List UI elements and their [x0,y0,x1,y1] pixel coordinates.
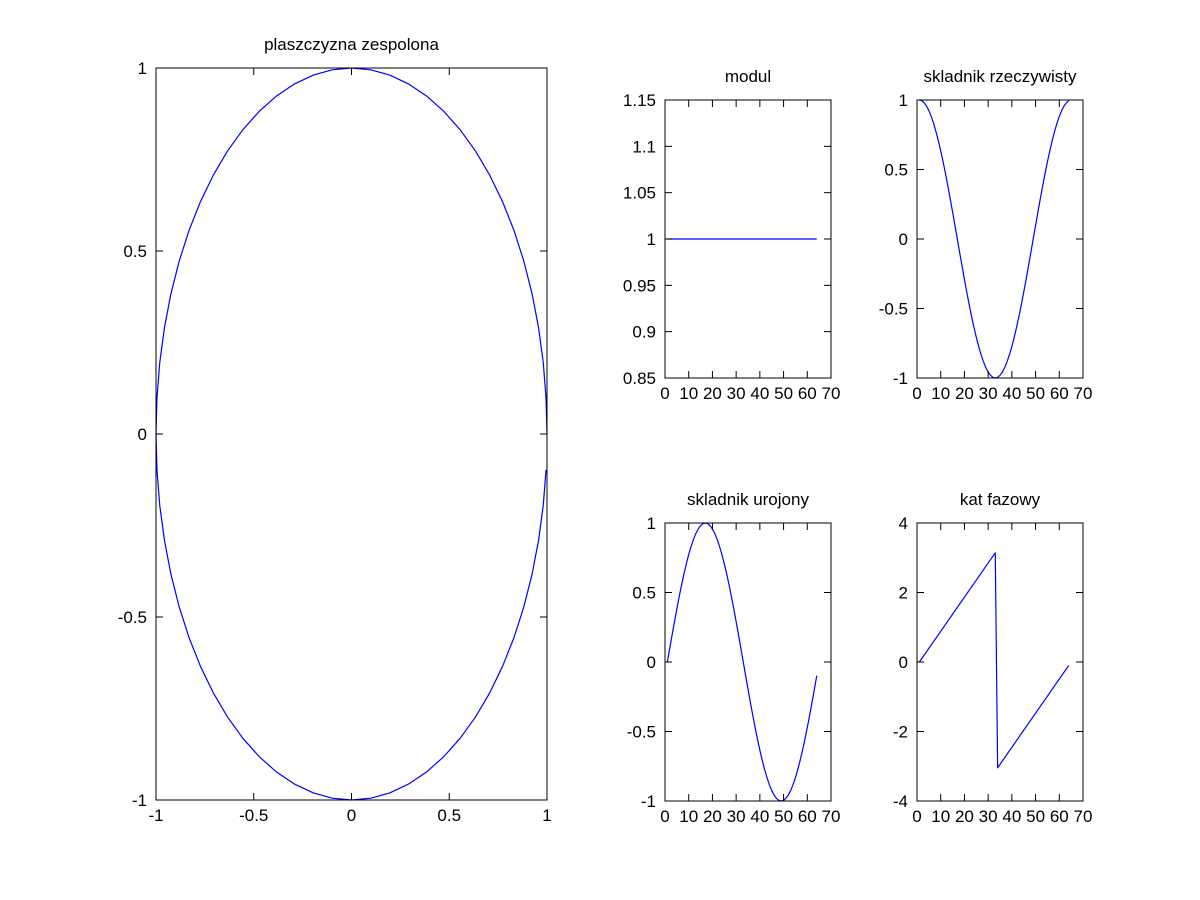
chart-title: skladnik urojony [687,490,809,509]
y-tick-label: 0.85 [623,369,656,388]
series-line-1 [918,552,1070,769]
chart-panel-2: modul 0 10 20 30 40 50 60 70 0.85 0.9 0.95 1 1.05 1.1 1… [623,67,841,403]
y-tick-label: -2 [893,723,908,742]
x-tick-label: 20 [703,384,722,403]
y-tick-label: 1 [899,91,908,110]
x-tick-label: 0 [912,384,921,403]
chart-panel-1: plaszczyzna zespolona -1 -0.5 0 0.5 1 -1 -0.5 0 0… [118,35,552,825]
series-line-1 [919,99,1070,379]
x-tick-label: 70 [822,807,841,826]
y-tick-label: -1 [132,791,147,810]
y-tick-label: 2 [899,584,908,603]
y-tick-label: 1 [138,59,147,78]
y-tick-label: -0.5 [118,608,147,627]
axes-frame [664,522,832,802]
x-tick-label: 0 [912,807,921,826]
y-tick-label: 0 [899,230,908,249]
x-tick-label: 0.5 [437,806,461,825]
chart-panel-4: skladnik urojony 0 10 20 30 40 50 60 70 -1 -0.5 0 0.… [627,490,841,826]
x-tick-label: 10 [931,384,950,403]
x-tick-label: 40 [750,384,769,403]
series-line-1 [666,522,818,802]
x-tick-label: 40 [750,807,769,826]
axes-frame [916,522,1084,802]
chart-title: skladnik rzeczywisty [923,67,1077,86]
chart-title: modul [725,67,771,86]
x-tick-label: 60 [798,807,817,826]
x-tick-label: 10 [679,807,698,826]
y-tick-label: 0.9 [632,323,656,342]
x-tick-label: 0 [347,806,356,825]
chart-title: plaszczyzna zespolona [264,35,439,54]
x-tick-label: 20 [955,384,974,403]
y-tick-label: 0.95 [623,276,656,295]
series-line-1 [155,67,548,801]
y-tick-label: -1 [893,369,908,388]
x-tick-label: 50 [774,807,793,826]
y-tick-label: -4 [893,792,908,811]
x-tick-label: 1 [542,806,551,825]
x-tick-label: 60 [798,384,817,403]
x-tick-label: 10 [931,807,950,826]
y-tick-label: -0.5 [627,723,656,742]
y-tick-label: 1.05 [623,184,656,203]
x-tick-label: 50 [1026,384,1045,403]
x-tick-label: 30 [727,807,746,826]
y-tick-label: -0.5 [879,300,908,319]
x-tick-label: 60 [1050,807,1069,826]
y-tick-label: -1 [641,792,656,811]
y-tick-label: 0.5 [123,242,147,261]
x-tick-label: 60 [1050,384,1069,403]
x-tick-label: 30 [727,384,746,403]
x-tick-label: 30 [979,384,998,403]
y-tick-label: 0 [138,425,147,444]
axes-frame [916,99,1084,379]
y-tick-label: 0 [647,653,656,672]
y-tick-label: 0.5 [632,584,656,603]
x-tick-label: 50 [774,384,793,403]
x-tick-label: 50 [1026,807,1045,826]
y-tick-label: 1.1 [632,137,656,156]
x-tick-label: 10 [679,384,698,403]
y-tick-label: 0.5 [884,161,908,180]
x-tick-label: -1 [148,806,163,825]
x-tick-label: 70 [1074,384,1093,403]
x-tick-label: 0 [660,384,669,403]
y-tick-label: 1 [647,514,656,533]
x-tick-label: 30 [979,807,998,826]
x-tick-label: 40 [1002,384,1021,403]
x-tick-label: 20 [703,807,722,826]
y-tick-label: 1.15 [623,91,656,110]
axes-frame [155,67,548,801]
y-tick-label: 1 [647,230,656,249]
x-tick-label: 0 [660,807,669,826]
chart-title: kat fazowy [960,490,1041,509]
y-tick-label: 0 [899,653,908,672]
y-tick-label: 4 [899,514,908,533]
x-tick-label: 20 [955,807,974,826]
chart-panel-5: kat fazowy 0 10 20 30 40 50 60 70 -4 -2 0 2 4 [893,490,1093,826]
x-tick-label: 70 [1074,807,1093,826]
x-tick-label: 40 [1002,807,1021,826]
x-tick-label: -0.5 [239,806,268,825]
x-tick-label: 70 [822,384,841,403]
